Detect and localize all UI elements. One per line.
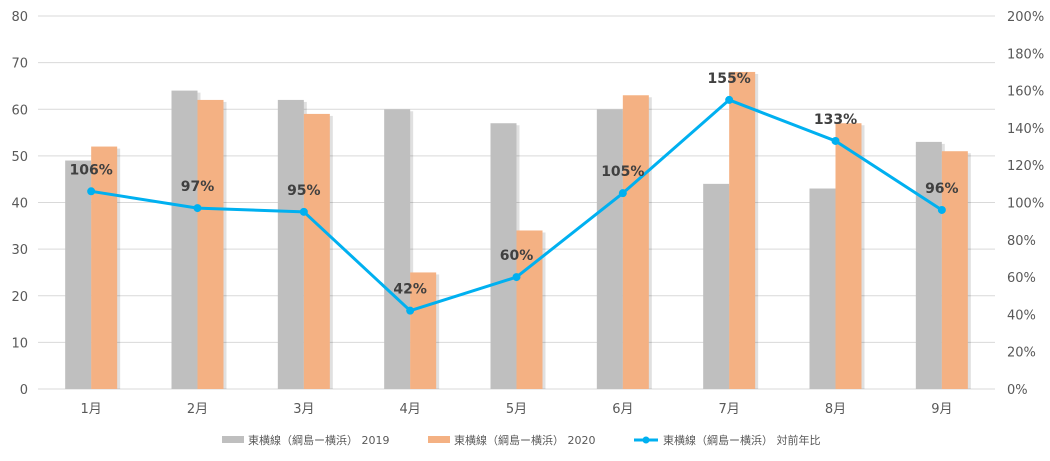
y2-tick-label: 100% xyxy=(1007,197,1044,212)
ratio-point xyxy=(937,205,946,214)
data-label: 96% xyxy=(925,181,959,197)
x-tick-label: 9月 xyxy=(931,402,952,417)
bar-2019 xyxy=(171,90,198,389)
data-label: 95% xyxy=(287,183,321,199)
legend-swatch xyxy=(428,436,450,443)
bar-2020 xyxy=(835,123,862,390)
bar-2019 xyxy=(596,109,623,389)
ratio-point xyxy=(831,136,840,145)
y2-tick-label: 60% xyxy=(1007,271,1036,286)
x-tick-label: 1月 xyxy=(81,402,102,417)
y2-tick-label: 200% xyxy=(1007,10,1044,25)
y-tick-label: 30 xyxy=(11,243,28,258)
legend-label: 東横線（綱島ー横浜） 2020 xyxy=(454,433,596,447)
bar-2020 xyxy=(197,99,224,390)
ratio-point xyxy=(406,306,415,315)
y-tick-label: 50 xyxy=(11,150,28,165)
bar-2020 xyxy=(91,146,118,389)
y-tick-label: 60 xyxy=(11,103,28,118)
ratio-point xyxy=(87,187,96,196)
legend-label: 東横線（綱島ー横浜） 2019 xyxy=(248,433,390,447)
y-tick-label: 10 xyxy=(11,336,28,351)
ratio-point xyxy=(618,189,627,198)
x-tick-label: 7月 xyxy=(719,402,740,417)
bar-2019 xyxy=(277,99,304,390)
y-tick-label: 70 xyxy=(11,57,28,72)
legend-swatch xyxy=(222,436,244,443)
data-label: 155% xyxy=(708,71,751,87)
ratio-point xyxy=(193,204,202,213)
y-tick-label: 40 xyxy=(11,197,28,212)
x-tick-label: 8月 xyxy=(825,402,846,417)
bar-2020 xyxy=(941,151,968,389)
bar-2019 xyxy=(703,183,730,389)
x-tick-label: 6月 xyxy=(612,402,633,417)
y2-tick-label: 0% xyxy=(1007,383,1028,398)
legend-label: 東横線（綱島ー横浜） 対前年比 xyxy=(663,433,821,447)
x-tick-label: 4月 xyxy=(400,402,421,417)
data-label: 60% xyxy=(500,248,534,264)
bar-2019 xyxy=(490,123,517,390)
y-tick-label: 20 xyxy=(11,290,28,305)
y2-tick-label: 40% xyxy=(1007,308,1036,323)
bar-2020 xyxy=(303,113,330,389)
ratio-point xyxy=(299,207,308,216)
data-label: 133% xyxy=(814,112,857,128)
y-tick-label: 80 xyxy=(11,10,28,25)
y2-tick-label: 160% xyxy=(1007,85,1044,100)
y-tick-label: 0 xyxy=(20,383,28,398)
bar-2020 xyxy=(729,71,756,389)
data-label: 42% xyxy=(393,282,427,298)
bar-2020 xyxy=(622,95,649,389)
legend-marker xyxy=(642,436,650,444)
ratio-point xyxy=(512,273,521,282)
y2-tick-label: 80% xyxy=(1007,234,1036,249)
bar-2020 xyxy=(410,272,437,389)
y2-tick-label: 20% xyxy=(1007,346,1036,361)
bar-2019 xyxy=(915,141,942,389)
y2-tick-label: 120% xyxy=(1007,159,1044,174)
bar-2020 xyxy=(516,230,543,389)
bar-2019 xyxy=(65,160,92,389)
x-tick-label: 5月 xyxy=(506,402,527,417)
data-label: 97% xyxy=(181,179,215,195)
data-label: 106% xyxy=(70,162,113,178)
bar-2019 xyxy=(384,109,411,389)
y2-tick-label: 180% xyxy=(1007,47,1044,62)
x-tick-label: 3月 xyxy=(293,402,314,417)
ratio-point xyxy=(725,95,734,104)
data-label: 105% xyxy=(601,164,644,180)
bar-2019 xyxy=(809,188,836,389)
y2-tick-label: 140% xyxy=(1007,122,1044,137)
x-tick-label: 2月 xyxy=(187,402,208,417)
